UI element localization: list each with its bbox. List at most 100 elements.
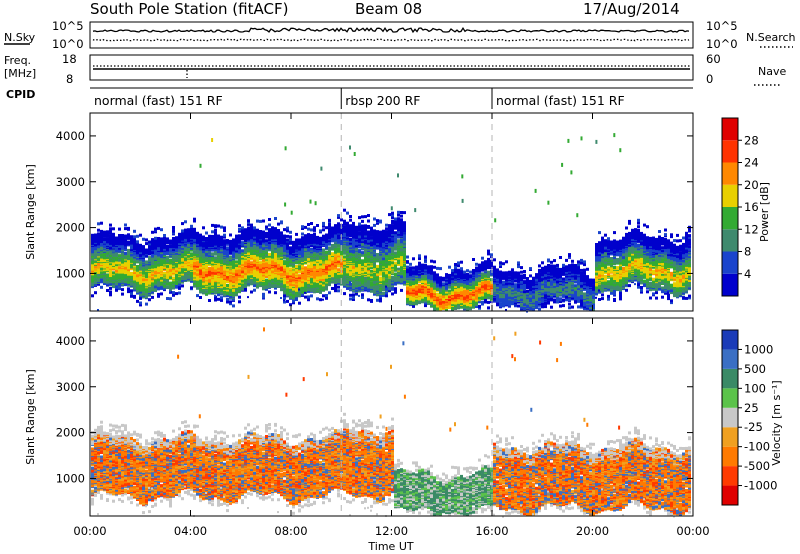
scatter-cell	[94, 271, 97, 274]
scatter-cell	[154, 239, 157, 243]
scatter-cell	[94, 279, 97, 283]
scatter-cell	[112, 259, 115, 263]
ground-scatter-cell	[358, 294, 360, 297]
cpid-segment-label: normal (fast) 151 RF	[94, 93, 223, 108]
scatter-cell	[184, 235, 187, 239]
scatter-cell	[226, 284, 229, 287]
scatter-cell	[181, 258, 184, 262]
scatter-cell	[358, 249, 361, 253]
scatter-cell	[142, 286, 145, 290]
scatter-cell	[157, 226, 160, 230]
scatter-cell	[196, 281, 199, 285]
scatter-cell	[271, 226, 274, 230]
scatter-cell	[94, 233, 97, 237]
scatter-cell	[310, 222, 313, 225]
noise-sky-trace	[92, 26, 690, 34]
scatter-cell	[202, 291, 205, 295]
freq-label-line2: [MHz]	[4, 67, 36, 80]
scatter-cell	[313, 228, 316, 232]
scatter-cell	[133, 239, 136, 243]
scatter-cell	[148, 257, 151, 261]
scatter-cell	[178, 279, 181, 283]
scatter-cell	[352, 224, 355, 228]
scatter-cell	[178, 264, 181, 268]
scatter-cell	[229, 255, 232, 259]
scatter-cell	[223, 239, 226, 243]
scatter-cell	[124, 234, 127, 238]
scatter-cell	[214, 231, 217, 235]
scatter-cell	[133, 229, 136, 233]
scatter-cell	[154, 249, 157, 253]
scatter-cell	[205, 290, 208, 294]
scatter-cell	[232, 238, 235, 242]
scatter-cell	[145, 275, 148, 279]
scatter-cell	[310, 294, 313, 298]
scatter-cell	[289, 289, 292, 293]
scatter-cell	[136, 285, 139, 289]
scatter-cell	[271, 273, 274, 276]
scatter-cell	[238, 300, 241, 304]
scatter-cell	[334, 275, 337, 279]
scatter-cell	[160, 260, 163, 264]
scatter-cell	[136, 243, 139, 247]
scatter-cell	[109, 253, 112, 257]
scatter-cell	[91, 278, 94, 282]
scatter-cell	[256, 219, 259, 223]
scatter-cell	[265, 225, 268, 229]
scatter-cell	[166, 237, 169, 241]
scatter-cell	[289, 246, 292, 250]
scatter-cell	[184, 271, 187, 275]
scatter-cell	[307, 233, 310, 237]
scatter-cell	[130, 281, 133, 284]
scatter-cell	[250, 290, 253, 294]
scatter-cell	[265, 267, 268, 271]
scatter-cell	[127, 248, 130, 252]
scatter-cell	[391, 292, 394, 296]
scatter-cell	[214, 224, 217, 228]
scatter-cell	[97, 232, 100, 236]
scatter-cell	[115, 274, 118, 278]
noise-search-label: N.Search	[746, 31, 796, 44]
scatter-cell	[127, 287, 130, 291]
scatter-cell	[133, 288, 136, 292]
scatter-cell	[139, 246, 142, 250]
scatter-cell	[358, 235, 361, 239]
scatter-cell	[175, 292, 178, 296]
scatter-cell	[103, 255, 106, 259]
scatter-cell	[193, 217, 196, 221]
scatter-cell	[226, 268, 229, 272]
scatter-cell	[352, 296, 355, 300]
scatter-cell	[163, 284, 166, 288]
scatter-cell	[196, 231, 199, 235]
scatter-cell	[364, 231, 367, 235]
scatter-cell	[184, 233, 187, 237]
scatter-cell	[100, 285, 103, 289]
scatter-cell	[334, 224, 337, 228]
scatter-cell	[163, 279, 166, 283]
scatter-cell	[277, 229, 280, 232]
scatter-cell	[184, 273, 187, 277]
scatter-cell	[187, 228, 190, 232]
scatter-cell	[166, 297, 169, 300]
scatter-cell	[382, 229, 385, 233]
scatter-cell	[118, 246, 121, 250]
scatter-cell	[91, 254, 94, 258]
scatter-cell	[349, 218, 352, 222]
scatter-cell	[157, 260, 160, 264]
scatter-cell	[97, 258, 100, 261]
scatter-cell	[184, 220, 187, 224]
scatter-cell	[133, 274, 136, 278]
scatter-cell	[391, 287, 394, 291]
scatter-cell	[217, 234, 220, 238]
scatter-cell	[151, 264, 154, 268]
scatter-cell	[118, 281, 121, 285]
scatter-cell	[139, 243, 142, 247]
scatter-cell	[109, 249, 112, 253]
scatter-cell	[223, 245, 226, 249]
scatter-cell	[328, 227, 331, 231]
scatter-cell	[169, 249, 172, 253]
scatter-cell	[379, 276, 382, 280]
scatter-cell	[109, 255, 112, 259]
scatter-cell	[361, 224, 364, 228]
scatter-cell	[214, 277, 217, 281]
